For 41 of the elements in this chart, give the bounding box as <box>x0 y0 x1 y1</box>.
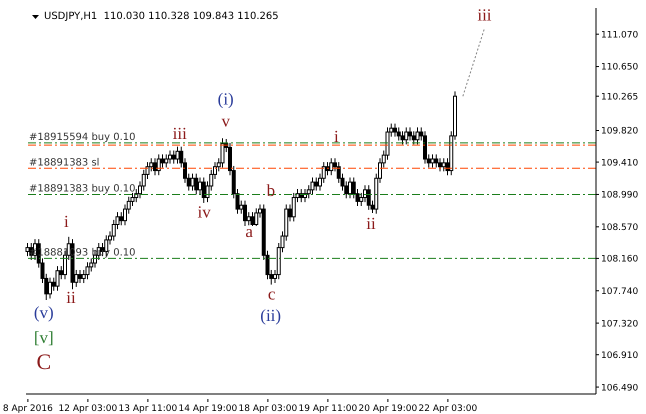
annotation: v <box>221 112 230 131</box>
y-tick-label: 111.070 <box>601 30 638 40</box>
x-tick-label: 19 Apr 11:00 <box>298 404 358 414</box>
y-tick-label: 109.820 <box>601 126 638 137</box>
ref-line-label: #18915594 buy 0.10 <box>29 132 136 143</box>
y-tick-label: 108.160 <box>601 254 638 265</box>
annotation: c <box>268 284 276 304</box>
y-tick-label: 108.570 <box>601 223 638 234</box>
chart-title: USDJPY,H1 110.030 110.328 109.843 110.265 <box>44 11 279 22</box>
x-tick-label: 18 Apr 03:00 <box>238 404 298 414</box>
annotation: iv <box>198 202 212 222</box>
y-tick-label: 106.490 <box>601 383 638 394</box>
x-tick-label: 14 Apr 19:00 <box>178 404 238 414</box>
x-tick-label: 12 Apr 03:00 <box>58 404 118 414</box>
annotation: a <box>245 222 254 241</box>
y-tick-label: 110.650 <box>601 62 638 73</box>
ref-line-label: #18891383 sl <box>29 157 100 168</box>
x-tick-label: 8 Apr 2016 <box>2 404 54 414</box>
x-tick-label: 20 Apr 19:00 <box>358 404 418 414</box>
annotation: [v] <box>34 328 54 348</box>
annotation: ii <box>366 214 376 234</box>
y-tick-label: 108.990 <box>601 190 638 201</box>
candlestick <box>306 184 311 199</box>
annotation: C <box>36 349 52 374</box>
annotation: iii <box>477 5 492 24</box>
y-tick-label: 110.265 <box>601 92 638 102</box>
annotation: i <box>64 212 69 231</box>
ref-line-label: #18891383 buy 0.10 <box>29 183 136 194</box>
x-tick-label: 13 Apr 11:00 <box>118 404 178 414</box>
y-tick-label: 106.910 <box>601 350 638 361</box>
x-tick-label: 22 Apr 03:00 <box>418 404 478 414</box>
y-tick-label: 107.740 <box>601 286 638 297</box>
annotation: (v) <box>34 302 54 322</box>
annotation: ii <box>66 288 76 308</box>
annotation: (ii) <box>260 306 282 325</box>
annotation: (i) <box>218 89 234 108</box>
y-tick-label: 107.320 <box>601 319 638 330</box>
annotation: i <box>334 127 339 146</box>
annotation: iii <box>172 124 188 144</box>
candlestick <box>366 184 371 210</box>
y-tick-label: 109.410 <box>601 158 638 168</box>
